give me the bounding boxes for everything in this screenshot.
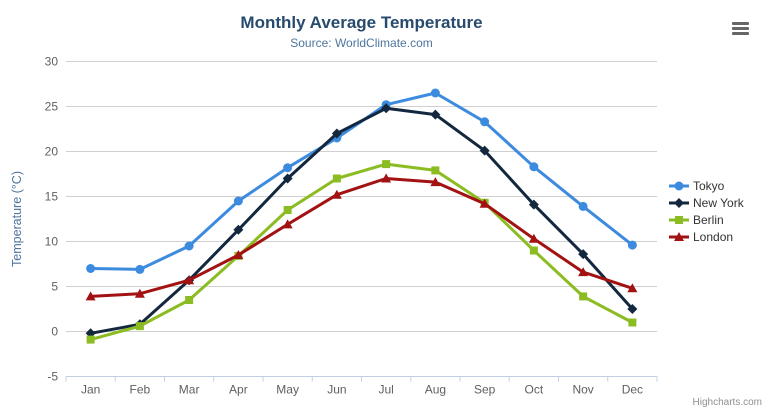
y-axis-label: 25	[45, 100, 59, 114]
marker-new-york-jun[interactable]	[331, 128, 342, 139]
x-axis-label: Dec	[622, 383, 643, 397]
marker-berlin-feb[interactable]	[135, 322, 144, 331]
marker-berlin-mar[interactable]	[185, 296, 194, 304]
x-axis-label: Nov	[572, 383, 593, 397]
x-axis-label: Oct	[525, 383, 544, 397]
marker-tokyo-jan[interactable]	[86, 264, 96, 273]
marker-london-dec[interactable]	[627, 283, 638, 293]
hamburger-icon	[732, 27, 749, 30]
marker-tokyo-sep[interactable]	[480, 117, 490, 127]
marker-tokyo-mar[interactable]	[184, 241, 194, 251]
x-axis-label: Jul	[378, 383, 393, 397]
marker-berlin-jun[interactable]	[332, 174, 341, 183]
legend-item-london[interactable]: London	[669, 228, 744, 245]
hamburger-icon	[732, 22, 749, 25]
marker-berlin-may[interactable]	[283, 206, 292, 214]
legend: Tokyo New York Berlin London	[669, 177, 744, 245]
x-axis-label: Feb	[130, 383, 151, 397]
x-axis-label: Jun	[327, 383, 346, 397]
square-marker-icon	[669, 215, 689, 224]
x-axis-label: May	[276, 383, 299, 397]
y-axis-label: 20	[45, 145, 59, 159]
y-axis-label: 30	[45, 55, 59, 69]
legend-item-berlin[interactable]: Berlin	[669, 211, 744, 228]
y-axis-label: 10	[45, 235, 59, 249]
y-axis-label: 15	[45, 190, 59, 204]
circle-marker-icon	[669, 181, 689, 190]
series-line-london[interactable]	[89, 177, 634, 298]
marker-tokyo-feb[interactable]	[135, 264, 145, 274]
series-line-new-york[interactable]	[89, 106, 634, 335]
marker-london-sep[interactable]	[479, 198, 490, 208]
credits-link[interactable]: Highcharts.com	[692, 397, 762, 408]
marker-new-york-sep[interactable]	[479, 145, 490, 156]
marker-tokyo-aug[interactable]	[430, 88, 440, 98]
y-axis-title: Temperature (°C)	[10, 171, 24, 267]
marker-new-york-oct[interactable]	[528, 199, 539, 210]
marker-new-york-apr[interactable]	[233, 224, 244, 235]
marker-london-feb[interactable]	[134, 288, 145, 298]
legend-label: Berlin	[693, 212, 724, 227]
x-axis-label: Sep	[474, 383, 496, 397]
y-axis-label: 5	[51, 280, 58, 294]
x-axis-label: Mar	[179, 383, 200, 397]
chart-subtitle: Source: WorldClimate.com	[290, 36, 433, 50]
marker-london-oct[interactable]	[528, 233, 539, 243]
marker-new-york-may[interactable]	[282, 173, 293, 184]
y-axis-label: -5	[47, 370, 58, 384]
x-axis-label: Aug	[425, 383, 446, 397]
marker-berlin-dec[interactable]	[628, 318, 637, 327]
marker-new-york-nov[interactable]	[578, 249, 589, 260]
marker-tokyo-oct[interactable]	[529, 162, 539, 172]
diamond-marker-icon	[669, 197, 689, 208]
marker-berlin-jul[interactable]	[382, 160, 391, 169]
marker-london-jul[interactable]	[381, 173, 392, 183]
marker-tokyo-may[interactable]	[283, 163, 293, 173]
marker-new-york-dec[interactable]	[627, 304, 638, 314]
marker-berlin-oct[interactable]	[529, 246, 538, 255]
x-axis-label: Jan	[81, 383, 100, 397]
marker-london-nov[interactable]	[578, 267, 589, 277]
marker-berlin-nov[interactable]	[579, 292, 588, 301]
marker-tokyo-dec[interactable]	[627, 240, 637, 250]
legend-label: Tokyo	[693, 178, 725, 193]
marker-tokyo-nov[interactable]	[578, 201, 588, 211]
export-menu-button[interactable]	[732, 22, 749, 35]
marker-tokyo-apr[interactable]	[233, 196, 243, 206]
legend-item-tokyo[interactable]: Tokyo	[669, 177, 744, 194]
marker-new-york-jul[interactable]	[381, 103, 392, 114]
legend-label: New York	[693, 195, 744, 210]
marker-london-may[interactable]	[282, 219, 293, 229]
x-axis-label: Apr	[229, 383, 248, 397]
chart-title: Monthly Average Temperature	[240, 13, 483, 32]
marker-berlin-jan[interactable]	[86, 335, 95, 344]
marker-london-jan[interactable]	[85, 291, 96, 301]
hamburger-icon	[732, 32, 749, 35]
series-line-berlin[interactable]	[89, 162, 634, 342]
marker-berlin-aug[interactable]	[431, 166, 440, 175]
y-axis-label: 0	[51, 325, 58, 339]
marker-london-mar[interactable]	[184, 275, 195, 285]
triangle-marker-icon	[669, 231, 689, 241]
legend-label: London	[693, 229, 734, 244]
legend-item-new-york[interactable]: New York	[669, 194, 744, 211]
marker-london-jun[interactable]	[331, 189, 342, 199]
marker-london-aug[interactable]	[430, 177, 441, 187]
marker-london-apr[interactable]	[233, 250, 244, 259]
marker-new-york-aug[interactable]	[430, 109, 441, 120]
